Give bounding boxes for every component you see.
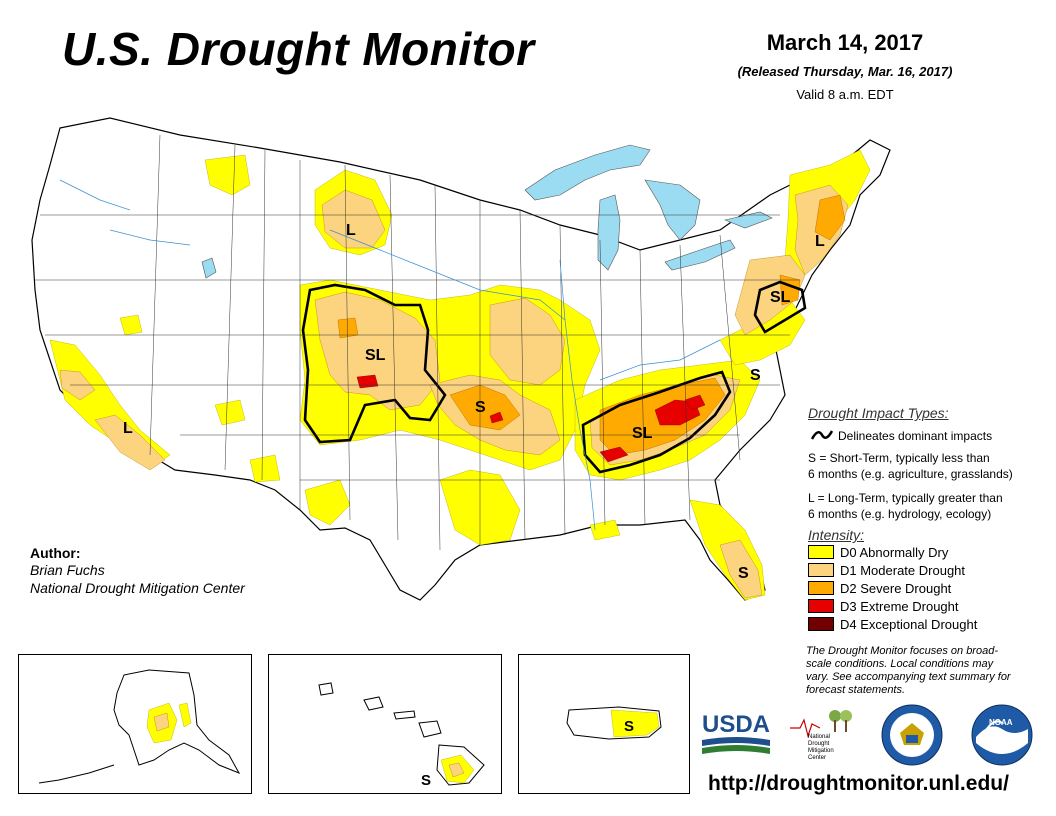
map-date: March 14, 2017	[766, 30, 924, 55]
ndmc-logo: National Drought Mitigation Center	[790, 710, 852, 761]
noaa-text: NOAA	[989, 718, 1013, 727]
ndmc-text-2: Drought	[808, 741, 830, 747]
legend-d2: D2 Severe Drought	[808, 579, 951, 597]
legend-d2-label: D2 Severe Drought	[840, 580, 952, 596]
disclaimer-note: The Drought Monitor focuses on broad- sc…	[806, 645, 1034, 697]
great-salt-lake	[201, 257, 217, 279]
legend-d4: D4 Exceptional Drought	[808, 615, 977, 633]
alaska-inset	[18, 654, 252, 794]
alaska-d1	[153, 712, 170, 732]
ndmc-text-4: Center	[808, 755, 826, 761]
hawaii-oahu	[363, 696, 384, 711]
impact-line-icon	[810, 430, 834, 440]
hawaii-inset: S	[268, 654, 502, 794]
label-s-puertorico: S	[624, 718, 634, 735]
label-sl-colorado: SL	[365, 347, 386, 364]
hawaii-molokai	[393, 710, 416, 720]
label-l-california: L	[123, 420, 133, 437]
usda-logo-text: USDA	[702, 711, 770, 738]
label-s-hawaii: S	[421, 772, 431, 789]
note-line3: vary. See accompanying text summary for	[806, 671, 1011, 683]
state-boundaries	[35, 134, 800, 551]
puertorico-inset: S	[518, 654, 690, 794]
author-name: Brian Fuchs	[30, 562, 105, 578]
drought-monitor-url[interactable]: http://droughtmonitor.unl.edu/	[708, 772, 1009, 795]
hawaii-d1	[448, 762, 465, 778]
author-org: National Drought Mitigation Center	[30, 580, 245, 596]
impact-delineates: Delineates dominant impacts	[838, 429, 993, 443]
legend-d3: D3 Extreme Drought	[808, 597, 959, 615]
label-sl-southeast: SL	[632, 425, 653, 442]
swatch-d3	[808, 599, 834, 613]
short-term-line1: S = Short-Term, typically less than	[808, 451, 990, 465]
legend-d1-label: D1 Moderate Drought	[840, 562, 966, 578]
swatch-d2	[808, 581, 834, 595]
label-l-newengland: L	[815, 233, 825, 250]
hawaii-kauai	[318, 682, 334, 696]
label-s-virginia: S	[750, 367, 761, 384]
legend-d0-label: D0 Abnormally Dry	[840, 544, 949, 560]
rivers	[59, 179, 721, 531]
lake-superior	[524, 144, 651, 201]
noaa-logo: NOAA	[971, 704, 1033, 766]
label-sl-midatlantic: SL	[770, 289, 791, 306]
ndmc-text-3: Mitigation	[808, 748, 834, 754]
label-l-montana: L	[346, 222, 356, 239]
note-line4: forecast statements.	[806, 684, 906, 696]
swatch-d0	[808, 545, 834, 559]
usda-logo: USDA	[702, 711, 770, 754]
commerce-seal-icon	[881, 704, 943, 766]
legend-d1: D1 Moderate Drought	[808, 561, 965, 579]
impact-boundaries	[301, 280, 807, 474]
puertorico-d0	[610, 709, 660, 738]
swatch-d4	[808, 617, 834, 631]
legend-d4-label: D4 Exceptional Drought	[840, 616, 978, 632]
hawaii-maui	[418, 720, 442, 738]
lake-huron	[644, 179, 701, 241]
alaska-d0-se	[178, 702, 192, 728]
alaska-chain	[38, 764, 115, 784]
valid-time: Valid 8 a.m. EDT	[796, 87, 894, 102]
note-line2: scale conditions. Local conditions may	[806, 658, 994, 670]
map-title: U.S. Drought Monitor	[62, 23, 535, 75]
legend-d0: D0 Abnormally Dry	[808, 543, 948, 561]
release-date: (Released Thursday, Mar. 16, 2017)	[737, 64, 953, 79]
d3-areas	[356, 374, 706, 463]
note-line1: The Drought Monitor focuses on broad-	[806, 645, 998, 657]
lake-erie	[664, 239, 736, 271]
lake-ontario	[723, 211, 773, 229]
long-term-line2: 6 months (e.g. hydrology, ecology)	[808, 507, 992, 521]
intensity-legend-heading: Intensity:	[808, 527, 865, 543]
label-s-florida: S	[738, 565, 749, 582]
long-term-line1: L = Long-Term, typically greater than	[808, 491, 1003, 505]
impact-legend-heading: Drought Impact Types:	[808, 405, 949, 421]
swatch-d1	[808, 563, 834, 577]
legend-d3-label: D3 Extreme Drought	[840, 598, 959, 614]
short-term-line2: 6 months (e.g. agriculture, grasslands)	[808, 467, 1013, 481]
ndmc-text-1: National	[808, 734, 830, 740]
author-heading: Author:	[30, 545, 81, 561]
lake-michigan	[597, 194, 621, 271]
label-s-oklahoma: S	[475, 399, 486, 416]
